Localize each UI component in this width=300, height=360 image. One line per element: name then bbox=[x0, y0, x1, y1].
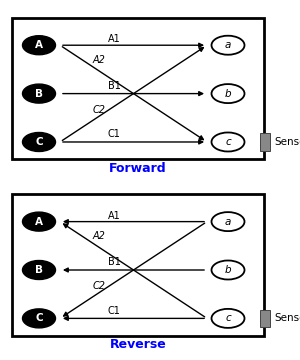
Text: B: B bbox=[35, 89, 43, 99]
Text: C2: C2 bbox=[92, 282, 106, 291]
Circle shape bbox=[212, 84, 244, 103]
Text: C1: C1 bbox=[108, 129, 120, 139]
Text: b: b bbox=[225, 265, 231, 275]
Text: c: c bbox=[225, 314, 231, 323]
Text: Forward: Forward bbox=[109, 162, 167, 175]
Text: B: B bbox=[35, 265, 43, 275]
Text: C: C bbox=[35, 137, 43, 147]
Circle shape bbox=[22, 212, 56, 231]
Text: Sensor: Sensor bbox=[274, 137, 300, 147]
Bar bbox=[12, 18, 264, 159]
Bar bbox=[260, 133, 270, 150]
Circle shape bbox=[212, 36, 244, 55]
Bar bbox=[260, 310, 270, 327]
Text: A1: A1 bbox=[108, 211, 120, 221]
Text: A: A bbox=[35, 40, 43, 50]
Text: A1: A1 bbox=[108, 34, 120, 44]
Text: C1: C1 bbox=[108, 306, 120, 316]
Text: A: A bbox=[35, 217, 43, 226]
Text: a: a bbox=[225, 40, 231, 50]
Bar bbox=[12, 194, 264, 336]
Circle shape bbox=[22, 309, 56, 328]
Text: C2: C2 bbox=[92, 105, 106, 115]
Text: B1: B1 bbox=[108, 257, 120, 267]
Text: b: b bbox=[225, 89, 231, 99]
Circle shape bbox=[212, 309, 244, 328]
Text: c: c bbox=[225, 137, 231, 147]
Circle shape bbox=[22, 36, 56, 55]
Circle shape bbox=[22, 261, 56, 279]
Text: Sensor: Sensor bbox=[274, 314, 300, 323]
Text: C: C bbox=[35, 314, 43, 323]
Circle shape bbox=[212, 212, 244, 231]
Circle shape bbox=[212, 132, 244, 152]
Text: A2: A2 bbox=[93, 55, 105, 65]
Circle shape bbox=[22, 84, 56, 103]
Text: a: a bbox=[225, 217, 231, 226]
Text: A2: A2 bbox=[93, 231, 105, 241]
Text: Reverse: Reverse bbox=[110, 338, 166, 351]
Circle shape bbox=[22, 132, 56, 152]
Text: B1: B1 bbox=[108, 81, 120, 91]
Circle shape bbox=[212, 261, 244, 279]
